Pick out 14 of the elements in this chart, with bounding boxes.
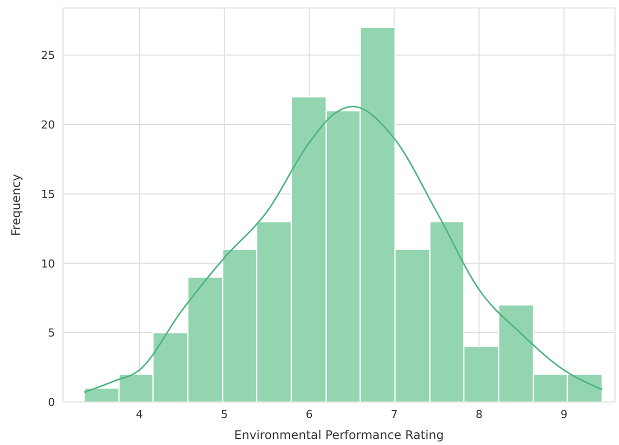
y-tick-label: 20 xyxy=(41,118,55,132)
x-axis-title: Environmental Performance Rating xyxy=(234,428,444,442)
y-tick-label: 15 xyxy=(41,188,55,201)
x-tick-label: 6 xyxy=(306,408,313,421)
y-tick-label: 10 xyxy=(41,257,55,270)
y-axis-title: Frequency xyxy=(9,174,23,236)
y-tick-label: 0 xyxy=(48,396,55,409)
y-tick-label: 5 xyxy=(48,326,55,340)
y-tick-label: 25 xyxy=(41,49,55,62)
x-tick-label: 8 xyxy=(476,408,483,421)
x-tick-label: 5 xyxy=(220,408,228,421)
x-tick-label: 7 xyxy=(390,408,398,421)
x-tick-label: 9 xyxy=(560,408,568,421)
x-tick-label: 4 xyxy=(136,408,143,421)
